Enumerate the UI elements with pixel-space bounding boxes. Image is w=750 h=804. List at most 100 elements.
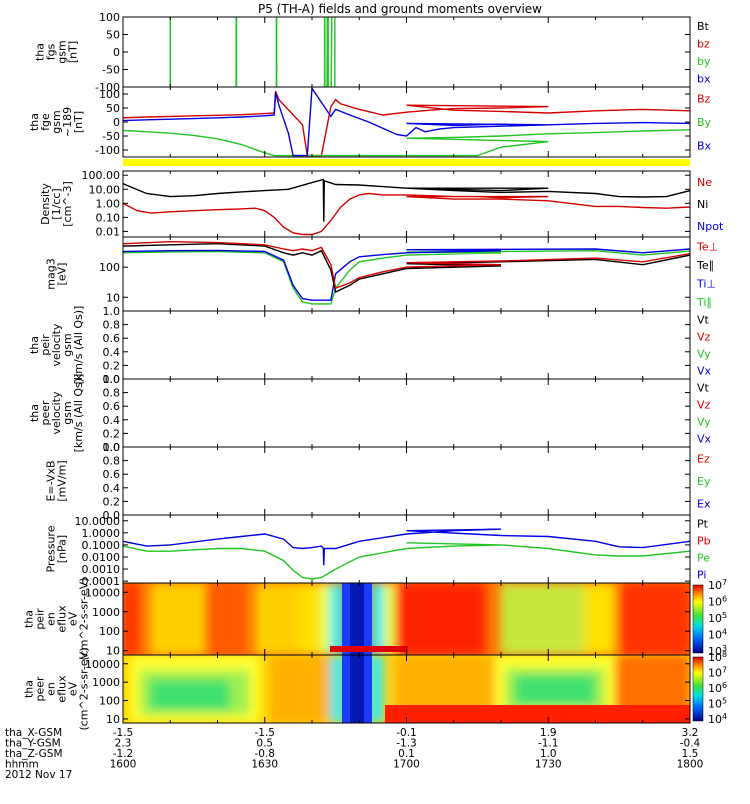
legend-p8-Pe: Pe: [697, 552, 710, 565]
ylabel-p9: eV: [67, 611, 80, 626]
ytick-label-p5: 0.0: [103, 373, 121, 386]
ytick-label-p9: 1000: [92, 606, 120, 619]
ylabel-p10: tha: [23, 680, 36, 698]
ylabel-p8: Pressure: [45, 525, 58, 572]
legend-p1-Bt: Bt: [697, 20, 710, 33]
xaxis-row-value: -1.5: [113, 727, 134, 739]
legend-p6-Vx: Vx: [697, 433, 712, 446]
series-p3-Ni: [123, 178, 690, 222]
panel-frame-p5: [122, 310, 691, 380]
colorbar-label-p9: 107: [708, 578, 727, 592]
ytick-label-p2: 100: [99, 88, 120, 101]
ytick-label-p6: 0.6: [103, 400, 121, 413]
xaxis-row-value: -0.1: [396, 727, 417, 739]
ytick-label-p1: 50: [106, 29, 120, 42]
colorbar-label-p10: 104: [708, 712, 727, 726]
ytick-label-p7: 0.6: [103, 468, 121, 481]
legend-p4-Ti∥: Ti∥: [696, 296, 712, 309]
xaxis-row-value: 1.9: [540, 727, 557, 739]
legend-p7-Ez: Ez: [697, 452, 710, 465]
ylabel-p2: ~189: [61, 107, 74, 137]
ytick-label-p1: -50: [102, 64, 120, 77]
legend-p3-Npot: Npot: [697, 220, 724, 233]
ytick-label-p2: -100: [95, 144, 120, 157]
ylabel-p3: Density: [39, 183, 52, 225]
legend-p1-bz: bz: [697, 37, 710, 50]
ytick-label-p7: 0.8: [103, 455, 121, 468]
ylabel-p4: [eV]: [56, 263, 69, 286]
xaxis-row-value: -0.8: [255, 748, 276, 760]
ytick-label-p6: 0.4: [103, 414, 121, 427]
ylabel-p10: (cm^2-s-sr-eV): [78, 647, 91, 730]
ytick-label-p8: 1.0000: [82, 527, 121, 540]
legend-p7-Ey: Ey: [697, 475, 711, 488]
ytick-label-p7: 1.0: [103, 441, 121, 454]
separator-band: [123, 159, 690, 166]
panel-frame-p4: [122, 236, 691, 312]
legend-p8-Pt: Pt: [697, 518, 709, 531]
xaxis-row-value: 1600: [110, 759, 137, 771]
xaxis-row-value: -1.2: [113, 748, 134, 760]
legend-p1-by: by: [697, 55, 711, 68]
colorbar-label-p10: 107: [708, 666, 727, 680]
ylabel-p10: eflux: [56, 675, 69, 703]
colorbar-label-p10: 106: [708, 681, 727, 695]
ytick-label-p8: 0.1000: [82, 539, 121, 552]
ytick-label-p7: 0.0: [103, 509, 121, 522]
colorbar-label-p9: 106: [708, 595, 727, 609]
ylabel-p6: [km/s (All Qs)]: [72, 374, 85, 453]
ytick-label-p2: 50: [106, 102, 120, 115]
ytick-label-p4: 10: [106, 291, 120, 304]
ytick-label-p9: 100: [99, 625, 120, 638]
panel-frame-p1: [122, 16, 691, 88]
legend-p2-By: By: [697, 116, 712, 129]
ylabel-p5: velocity: [50, 323, 63, 366]
ylabel-p4: mag3: [45, 258, 58, 289]
ytick-label-p5: 0.8: [103, 319, 121, 332]
xaxis-row-label: tha_Z-GSM: [5, 748, 63, 760]
series-p1-by: [169, 17, 690, 87]
series-p2-Bz: [123, 90, 690, 157]
xaxis-row-value: 1700: [393, 759, 420, 771]
ytick-label-p2: 0: [113, 116, 120, 129]
ylabel-p9: (cm^2-s-sr-eV): [78, 577, 91, 660]
ytick-label-p3: 0.10: [96, 211, 121, 224]
ytick-label-p5: 0.6: [103, 332, 121, 345]
ylabel-p8: [nPa]: [56, 535, 69, 563]
ylabel-p2: gsm: [50, 110, 63, 133]
xaxis-row-value: -1.5: [255, 727, 276, 739]
ytick-label-p8: 0.0010: [82, 563, 121, 576]
ylabel-p2: [nT]: [72, 111, 85, 133]
colorbar-label-p10: 108: [708, 650, 727, 664]
ylabel-p9: eflux: [56, 605, 69, 633]
ylabel-p6: velocity: [50, 391, 63, 434]
ytick-label-p6: 0.8: [103, 387, 121, 400]
ytick-label-p7: 0.4: [103, 482, 121, 495]
ytick-label-p1: 0: [113, 46, 120, 59]
legend-p3-Ni: Ni: [697, 198, 708, 211]
ytick-label-p3: 0.01: [96, 225, 121, 238]
ytick-label-p9: 10: [106, 645, 120, 658]
legend-p6-Vy: Vy: [697, 416, 711, 429]
ytick-label-p5: 1.0: [103, 305, 121, 318]
ylabel-p1: tha: [34, 43, 47, 61]
panel-frame-p7: [122, 446, 691, 516]
xaxis-row-label: hhmm: [5, 759, 39, 771]
xaxis-date: 2012 Nov 17: [5, 769, 72, 781]
colorbar-label-p9: 104: [708, 628, 727, 642]
ytick-label-p6: 1.0: [103, 373, 121, 386]
ylabel-p6: tha: [28, 404, 41, 422]
ytick-label-p4: 100: [99, 261, 120, 274]
legend-p1-bx: bx: [697, 72, 711, 85]
ylabel-p2: tha: [28, 113, 41, 131]
xaxis-row-value: 3.2: [682, 727, 699, 739]
ytick-label-p10: 10: [106, 713, 120, 726]
panel-frame-p3: [122, 170, 691, 238]
chart-title: P5 (TH-A) fields and ground moments over…: [258, 2, 542, 16]
ytick-label-p6: 0.2: [103, 427, 121, 440]
ytick-label-p5: 0.2: [103, 359, 121, 372]
xaxis-row-value: 1730: [535, 759, 562, 771]
colorbar-ion: [692, 584, 704, 654]
ylabel-p5: gsm: [61, 333, 74, 356]
ytick-label-p10: 10000: [85, 658, 120, 671]
